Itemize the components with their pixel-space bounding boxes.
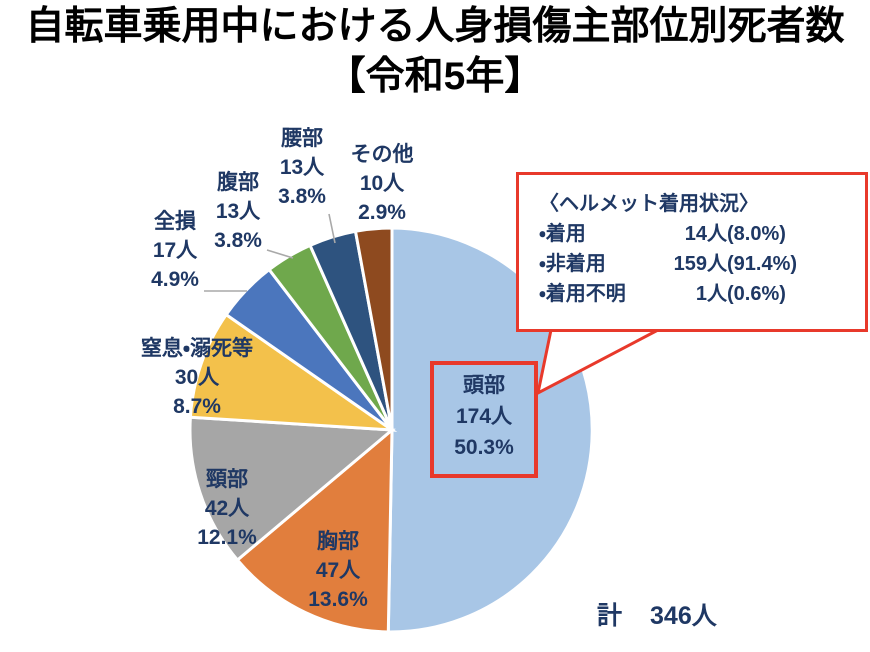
pie-label-count: 30人 <box>174 366 220 389</box>
pie-label-name: 頸部 <box>206 468 248 491</box>
pie-label-6: 腰部 13人 3.8% <box>232 124 372 211</box>
helmet-status-rows: ・着用 14人 (8.0%) ・非着用 159人 (91.4%) ・着用不明 1人 (0.6%) <box>539 219 855 309</box>
pie-label-count: 47人 <box>315 559 361 582</box>
pie-label-name: 胸部 <box>317 530 359 553</box>
helmet-row-count: 14人 <box>684 223 727 245</box>
pie-label-pct: 3.8% <box>214 229 262 252</box>
pie-label-count: 13人 <box>279 156 325 179</box>
chart-title-line1: 自転車乗用中における人身損傷主部位別死者数 <box>25 5 845 48</box>
helmet-row-label: ・着用 <box>539 223 586 245</box>
chart-title-line2: 【令和5年】 <box>326 55 544 98</box>
pie-label-name: その他 <box>350 143 414 166</box>
pie-label-name: 窒息・溺死等 <box>140 337 254 360</box>
pie-label-name: 腰部 <box>281 127 323 150</box>
pie-slices <box>188 226 594 634</box>
pie-label-count: 13人 <box>215 200 261 223</box>
head-slice-pct: 50.3% <box>454 436 514 459</box>
pie-label-7: その他 10人 2.9% <box>312 140 452 227</box>
pie-label-pct: 3.8% <box>278 185 326 208</box>
pie-slice-7 <box>353 226 394 431</box>
head-slice-count: 174人 <box>455 405 513 428</box>
pie-label-pct: 12.1% <box>197 526 257 549</box>
leader-lines <box>204 213 336 292</box>
helmet-status-box: 〈ヘルメット着用状況〉 ・着用 14人 (8.0%) ・非着用 159人 (91.4%) ・… <box>516 172 868 332</box>
pie-label-3: 窒息・溺死等 30人 8.7% <box>112 334 282 421</box>
helmet-row-label: ・非着用 <box>539 253 606 275</box>
pie-label-4: 全損 17人 4.9% <box>105 207 245 294</box>
pie-label-pct: 13.6% <box>308 588 368 611</box>
pie-label-1: 胸部 47人 13.6% <box>268 527 408 614</box>
pie-label-name: 全損 <box>154 210 196 233</box>
helmet-status-row-2: ・着用不明 1人 (0.6%) <box>539 279 855 309</box>
helmet-row-pct: (8.0%) <box>727 223 786 245</box>
helmet-row-pct: (0.6%) <box>727 283 786 305</box>
pie-label-count: 10人 <box>359 172 405 195</box>
helmet-row-count: 1人 <box>695 283 727 305</box>
callout-pointer <box>535 328 659 396</box>
head-slice-label: 頭部 <box>463 374 505 397</box>
total-deaths: 計 346人 <box>597 596 717 632</box>
helmet-status-row-1: ・非着用 159人 (91.4%) <box>539 249 855 279</box>
pie-label-pct: 2.9% <box>358 201 406 224</box>
pie-label-2: 頸部 42人 12.1% <box>157 465 297 552</box>
leader-line <box>266 249 294 259</box>
pie-slice-3 <box>188 312 398 432</box>
pie-label-pct: 8.7% <box>173 395 221 418</box>
pie-label-count: 42人 <box>204 497 250 520</box>
total-prefix: 計 <box>597 602 623 630</box>
chart-title: 自転車乗用中における人身損傷主部位別死者数 【令和5年】 <box>0 2 870 102</box>
pie-label-count: 17人 <box>152 239 198 262</box>
head-slice-highlight-box: 頭部 174人 50.3% <box>430 361 538 478</box>
total-value: 346人 <box>650 602 717 630</box>
pie-label-name: 腹部 <box>217 171 259 194</box>
leader-line <box>328 213 336 244</box>
pie-slice-1 <box>235 426 394 634</box>
pie-label-5: 腹部 13人 3.8% <box>168 168 308 255</box>
helmet-row-pct: (91.4%) <box>727 253 798 275</box>
pie-slice-2 <box>188 415 396 563</box>
helmet-row-count: 159人 <box>673 253 727 275</box>
helmet-status-title: 〈ヘルメット着用状況〉 <box>539 193 759 215</box>
helmet-row-label: ・着用不明 <box>539 283 626 305</box>
pie-label-pct: 4.9% <box>151 268 199 291</box>
helmet-status-row-0: ・着用 14人 (8.0%) <box>539 219 855 249</box>
